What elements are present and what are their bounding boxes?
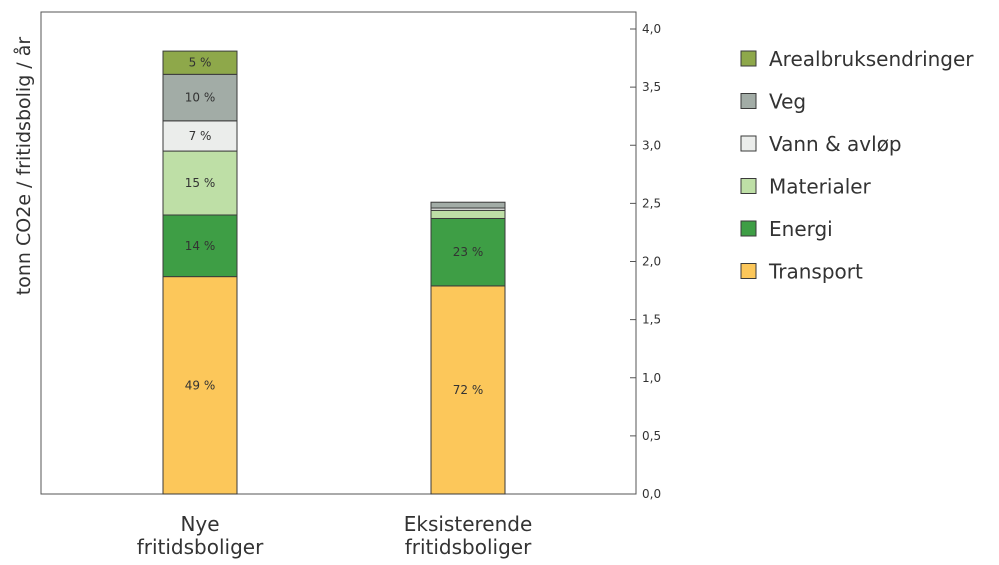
- y-tick-label: 0,5: [642, 429, 661, 443]
- legend-swatch: [740, 93, 757, 109]
- bar-data-label: 49 %: [185, 378, 216, 392]
- bar-data-label: 5 %: [189, 56, 212, 70]
- legend-swatch: [740, 220, 757, 237]
- bar-data-label: 7 %: [189, 129, 212, 143]
- bar-segment: [430, 201, 506, 209]
- x-category-label: Eksisterende: [404, 512, 533, 536]
- legend-swatch: [740, 263, 757, 279]
- legend-swatch: [740, 178, 757, 194]
- plot-frame: [40, 11, 637, 495]
- bar-segment: [162, 73, 238, 122]
- bar-data-label: 10 %: [185, 91, 216, 105]
- y-tick-label: 2,5: [642, 196, 661, 210]
- bar-data-label: 15 %: [185, 176, 216, 190]
- legend-label: Arealbruksendringer: [769, 47, 974, 71]
- y-tick-label: 1,5: [642, 313, 661, 327]
- legend-swatch: [740, 50, 757, 67]
- bar-segment: [162, 276, 238, 495]
- bar-segment: [162, 50, 238, 75]
- bar-segment: [430, 209, 506, 219]
- bar-segment: [162, 120, 238, 152]
- legend-label: Materialer: [769, 175, 872, 199]
- y-tick-label: 1,0: [642, 371, 661, 385]
- bar-segment: [162, 150, 238, 216]
- y-tick-label: 4,0: [642, 22, 661, 36]
- y-axis-title: tonn CO2e / fritidsbolig / år: [12, 37, 35, 296]
- legend-label: Energi: [769, 217, 833, 241]
- x-axis-labels: NyefritidsboligerEksisterendefritidsboli…: [137, 512, 533, 559]
- bar-data-label: 23 %: [453, 245, 484, 259]
- legend-label: Veg: [769, 90, 806, 114]
- bar-segment: [162, 214, 238, 278]
- bar-segment: [430, 285, 506, 495]
- x-category-label: Nye: [180, 512, 219, 536]
- y-axis: 0,0 0,5 1,0 1,5 2,0 2,5 3,0 3,5 4,0: [630, 22, 661, 501]
- bar-segment: [430, 217, 506, 287]
- bar-data-label: 72 %: [453, 383, 484, 397]
- legend: Arealbruksendringer Veg Vann & avløp Materi…: [740, 47, 974, 284]
- bar-data-label: 14 %: [185, 239, 216, 253]
- bars: 49 % 14 % 15 % 7 % 10 % 5 % 72 % 23 %: [162, 50, 506, 495]
- legend-label: Vann & avløp: [769, 132, 902, 156]
- y-tick-label: 3,5: [642, 80, 661, 94]
- x-category-label: fritidsboliger: [405, 535, 532, 559]
- x-category-label: fritidsboliger: [137, 535, 264, 559]
- legend-label: Transport: [768, 260, 863, 284]
- legend-swatch: [740, 135, 757, 152]
- y-tick-label: 2,0: [642, 255, 661, 269]
- y-tick-label: 3,0: [642, 138, 661, 152]
- y-tick-label: 0,0: [642, 487, 661, 501]
